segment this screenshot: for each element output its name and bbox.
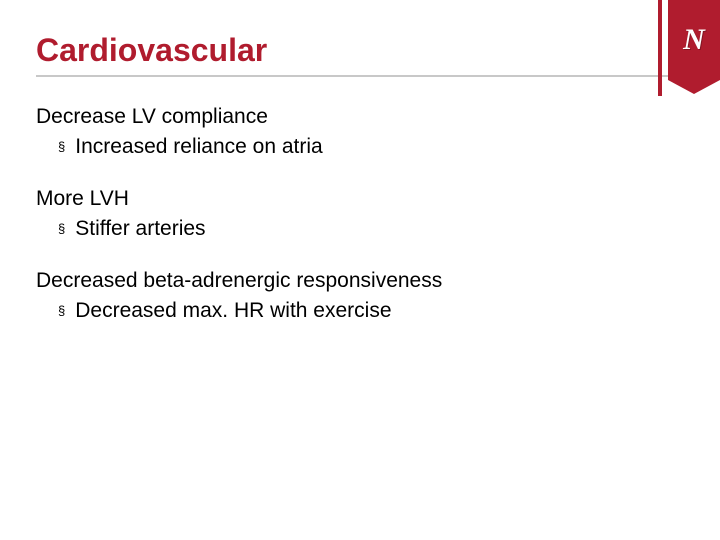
bullet-text: Stiffer arteries	[75, 215, 205, 243]
brand-stripe	[658, 0, 662, 96]
list-item: § Stiffer arteries	[36, 215, 684, 243]
slide: N Cardiovascular Decrease LV compliance …	[0, 0, 720, 540]
bullet-marker-icon: §	[58, 297, 65, 325]
section-heading: Decrease LV compliance	[36, 105, 684, 129]
section: Decreased beta-adrenergic responsiveness…	[36, 269, 684, 325]
section: More LVH § Stiffer arteries	[36, 187, 684, 243]
bullet-marker-icon: §	[58, 133, 65, 161]
list-item: § Decreased max. HR with exercise	[36, 297, 684, 325]
slide-title: Cardiovascular	[36, 32, 684, 69]
bullet-text: Increased reliance on atria	[75, 133, 322, 161]
section: Decrease LV compliance § Increased relia…	[36, 105, 684, 161]
section-heading: Decreased beta-adrenergic responsiveness	[36, 269, 684, 293]
brand-shield: N	[668, 0, 720, 80]
bullet-marker-icon: §	[58, 215, 65, 243]
bullet-text: Decreased max. HR with exercise	[75, 297, 391, 325]
section-heading: More LVH	[36, 187, 684, 211]
brand-letter: N	[683, 23, 705, 57]
list-item: § Increased reliance on atria	[36, 133, 684, 161]
brand-logo-corner: N	[650, 0, 720, 96]
title-underline	[36, 75, 676, 77]
